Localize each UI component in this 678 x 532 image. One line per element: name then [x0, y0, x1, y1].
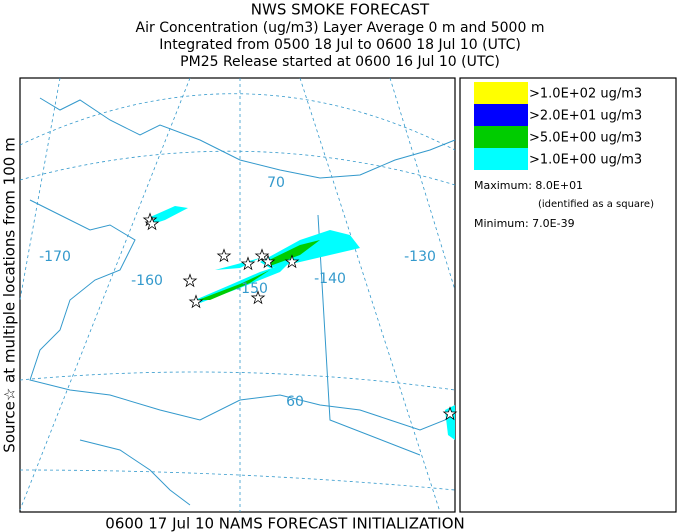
map-label: 70 — [267, 175, 285, 191]
footer: 0600 17 Jul 10 NAMS FORECAST INITIALIZAT… — [105, 515, 464, 532]
maximum-note: (identified as a square) — [538, 199, 654, 210]
legend-swatch — [474, 104, 528, 126]
map-frame — [19, 77, 456, 513]
plume — [265, 240, 320, 266]
legend-swatch — [474, 82, 528, 104]
map-label: -170 — [39, 249, 71, 265]
legend-label: >2.0E+01 ug/m3 — [529, 109, 642, 124]
source-star — [260, 254, 276, 269]
subtitle: PM25 Release started at 0600 16 Jul 10 (… — [180, 54, 500, 70]
legend-frame — [459, 77, 677, 513]
coastline — [29, 199, 456, 431]
subtitle: Air Concentration (ug/m3) Layer Average … — [136, 20, 545, 36]
graticule — [19, 371, 456, 391]
source-star — [216, 248, 232, 263]
map-label: -150 — [236, 281, 268, 297]
source-star — [240, 256, 256, 271]
map: -170 -160 -150 -140 -130 70 60 — [19, 77, 458, 513]
map-label: -160 — [131, 273, 163, 289]
source-star — [284, 254, 300, 269]
map-label: -140 — [314, 271, 346, 287]
map-label: 60 — [286, 394, 304, 410]
coastline — [39, 97, 456, 179]
subtitle: Integrated from 0500 18 Jul to 0600 18 J… — [159, 37, 521, 53]
graticule — [19, 77, 61, 301]
plume — [148, 206, 188, 225]
title: NWS SMOKE FORECAST — [251, 1, 430, 19]
legend: >1.0E+02 ug/m3 >2.0E+01 ug/m3 >5.0E+00 ug/… — [459, 77, 677, 513]
source-star — [144, 216, 160, 231]
legend-label: >1.0E+00 ug/m3 — [529, 153, 642, 168]
source-star — [188, 294, 204, 309]
graticule — [389, 77, 456, 291]
side-label: Source☆ at multiple locations from 100 m — [1, 137, 19, 452]
legend-swatch — [474, 148, 528, 170]
sources — [142, 212, 458, 421]
graticule — [19, 469, 456, 491]
graticule — [19, 150, 456, 186]
legend-items: >1.0E+02 ug/m3 >2.0E+01 ug/m3 >5.0E+00 ug/… — [474, 82, 642, 170]
legend-label: >5.0E+00 ug/m3 — [529, 131, 642, 146]
minimum: Minimum: 7.0E-39 — [474, 217, 575, 230]
coastline — [79, 439, 191, 506]
graticule — [19, 77, 191, 511]
map-label: -130 — [404, 249, 436, 265]
graticule — [299, 77, 441, 513]
border — [317, 214, 421, 456]
source-star — [182, 273, 198, 288]
maximum: Maximum: 8.0E+01 — [474, 179, 583, 192]
source-star — [254, 248, 270, 263]
source-star — [250, 290, 266, 305]
legend-label: >1.0E+02 ug/m3 — [529, 87, 642, 102]
legend-swatch — [474, 126, 528, 148]
source-star — [442, 406, 458, 421]
